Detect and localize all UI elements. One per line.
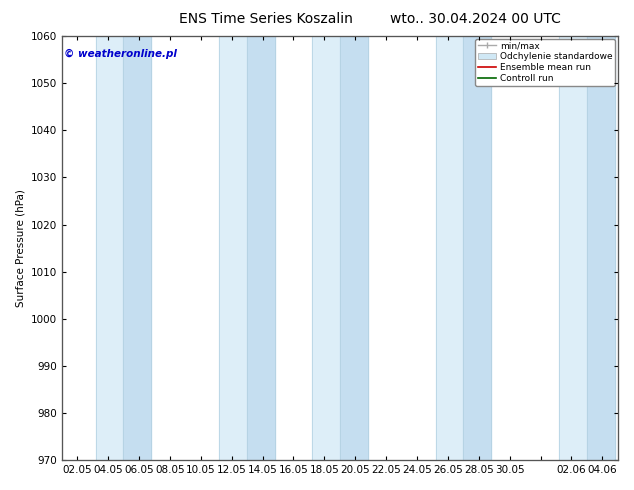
Bar [436,36,463,460]
Bar [247,36,275,460]
Bar [340,36,368,460]
Bar [124,36,152,460]
Bar [559,36,587,460]
Y-axis label: Surface Pressure (hPa): Surface Pressure (hPa) [15,189,25,307]
Text: wto.. 30.04.2024 00 UTC: wto.. 30.04.2024 00 UTC [390,12,561,26]
Bar [587,36,615,460]
Bar [312,36,340,460]
Text: © weatheronline.pl: © weatheronline.pl [65,49,178,59]
Bar [96,36,124,460]
Legend: min/max, Odchylenie standardowe, Ensemble mean run, Controll run: min/max, Odchylenie standardowe, Ensembl… [476,39,615,86]
Bar [219,36,247,460]
Text: ENS Time Series Koszalin: ENS Time Series Koszalin [179,12,353,26]
Bar [463,36,491,460]
